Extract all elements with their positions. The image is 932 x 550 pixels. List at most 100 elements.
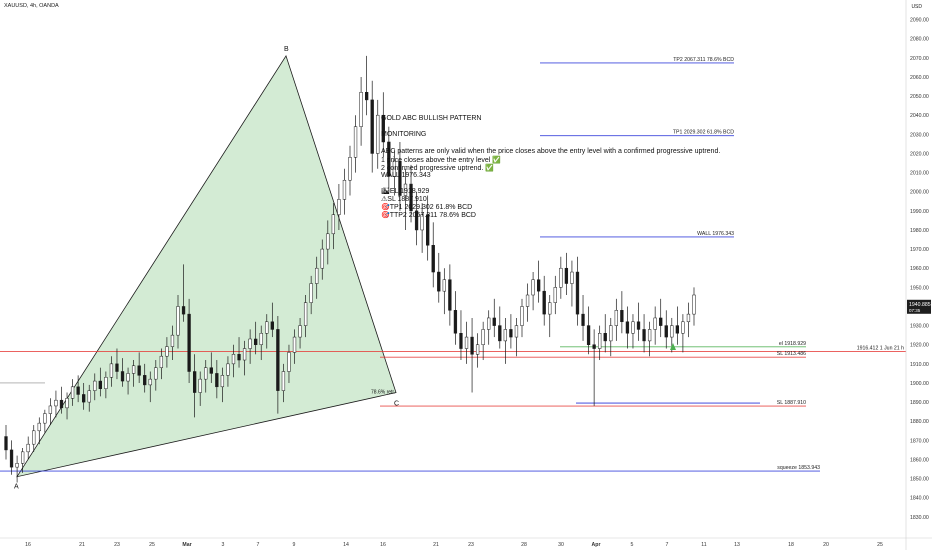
candle-body — [131, 365, 136, 374]
candle-body — [26, 443, 30, 453]
y-tick-label: 1880.00 — [910, 419, 929, 425]
candle-body — [426, 214, 430, 246]
candle-body — [498, 325, 502, 342]
candle-body — [337, 199, 341, 215]
candle-body — [359, 91, 363, 127]
y-tick-label: 2000.00 — [910, 190, 929, 196]
abc-triangle — [16, 54, 397, 478]
candle-body — [148, 378, 152, 386]
candle-body — [598, 333, 602, 349]
candle-body — [664, 325, 668, 338]
candle-body — [215, 373, 219, 388]
candle-body — [381, 114, 385, 143]
candle-body — [620, 310, 624, 323]
candle-body — [37, 422, 41, 432]
candle-body — [470, 336, 474, 355]
candle-body — [586, 325, 591, 345]
x-tick-label: 18 — [788, 542, 794, 548]
candle-body — [370, 99, 374, 154]
candle-body — [542, 290, 546, 315]
note-cond1: 1 price closes above the entry level ✅ — [381, 157, 501, 164]
candle-body — [376, 114, 380, 154]
candle-body — [198, 378, 202, 393]
candle-body — [181, 306, 186, 315]
candle-body — [309, 283, 313, 303]
y-tick-label: 2080.00 — [910, 37, 929, 43]
note-title: GOLD ABC BULLISH PATTERN — [381, 115, 482, 122]
x-axis: 16 21 23 25 Mar 3 7 9 14 16 21 23 28 30 Apr 5 7 11 13 18 20 2… — [25, 542, 883, 548]
candle-body — [165, 346, 169, 357]
candle-body — [492, 317, 496, 326]
candle-body — [331, 214, 336, 235]
x-tick-label: Apr — [592, 542, 601, 548]
level-label-squeeze: squeeze 1853.943 — [777, 465, 820, 471]
candle-body — [170, 334, 175, 347]
candle-body — [559, 267, 563, 288]
candle-body — [681, 321, 685, 334]
candle-body — [143, 375, 147, 386]
x-tick-label: 30 — [558, 542, 564, 548]
abc-pattern: A B C 78.6% retr. — [14, 46, 399, 491]
candle-body — [54, 399, 58, 407]
x-tick-label: 11 — [701, 542, 706, 548]
candle-body — [242, 348, 247, 361]
candle-body — [259, 333, 263, 345]
note-status: MONITORING — [381, 131, 427, 138]
y-tick-label: 1840.00 — [910, 496, 929, 502]
candle-body — [642, 329, 646, 342]
level-label-sl2: SL 1887.910 — [777, 400, 806, 406]
candle-body — [320, 248, 324, 269]
candle-body — [442, 279, 446, 292]
candle-body — [120, 371, 125, 382]
candle-body — [453, 310, 458, 334]
candle-body — [32, 430, 36, 445]
note-tp1: 🎯TP1 2029.302 61.8% BCD — [381, 204, 473, 211]
symbol-header: XAUUSD, 4h, OANDA — [4, 3, 59, 9]
candle-body — [226, 363, 230, 376]
y-tick-label: 1910.00 — [910, 362, 929, 368]
y-tick-label: 1850.00 — [910, 477, 929, 483]
y-tick-label: 2060.00 — [910, 75, 929, 81]
candle-body — [398, 160, 402, 196]
level-label-red-line: 1916.412 1 Jun 21 h — [857, 346, 904, 352]
candle-body — [15, 463, 19, 468]
label-c: C — [394, 401, 399, 408]
x-tick-label: 13 — [734, 542, 740, 548]
y-tick-label: 1950.00 — [910, 285, 929, 291]
y-axis-label: USD — [911, 4, 922, 10]
x-tick-label: 23 — [468, 542, 474, 548]
candle-body — [342, 179, 347, 200]
level-label-tp1: TP1 2029.302 61.8% BCD — [673, 130, 734, 136]
candle-body — [281, 371, 286, 391]
x-tick-label: Mar — [182, 542, 191, 548]
level-label-el: el 1918.929 — [779, 341, 806, 347]
candle-body — [209, 367, 213, 374]
candle-body — [70, 386, 75, 399]
candle-body — [403, 183, 408, 196]
candle-body — [431, 245, 435, 273]
y-tick-label: 2070.00 — [910, 56, 929, 62]
candle-body — [625, 321, 630, 334]
candle-body — [353, 126, 358, 158]
candle-body — [609, 325, 613, 342]
candle-body — [231, 354, 236, 365]
x-tick-label: 23 — [114, 542, 120, 548]
candle-body — [76, 386, 80, 395]
candle-body — [48, 405, 53, 414]
up-arrow-icon — [670, 343, 676, 350]
y-tick-label: 1900.00 — [910, 381, 929, 387]
candle-body — [653, 317, 657, 330]
y-tick-label: 2040.00 — [910, 113, 929, 119]
y-tick-label: 2010.00 — [910, 171, 929, 177]
last-price-countdown: 07:35 — [909, 308, 921, 313]
candle-body — [409, 183, 413, 212]
x-tick-label: 25 — [149, 542, 155, 548]
candles — [4, 55, 696, 483]
note-tp2: 🎯TTP2 2067.311 78.6% BCD — [381, 212, 476, 219]
candle-body — [187, 313, 191, 372]
candle-body — [109, 363, 114, 378]
candle-body — [176, 306, 180, 336]
candle-body — [553, 287, 557, 303]
